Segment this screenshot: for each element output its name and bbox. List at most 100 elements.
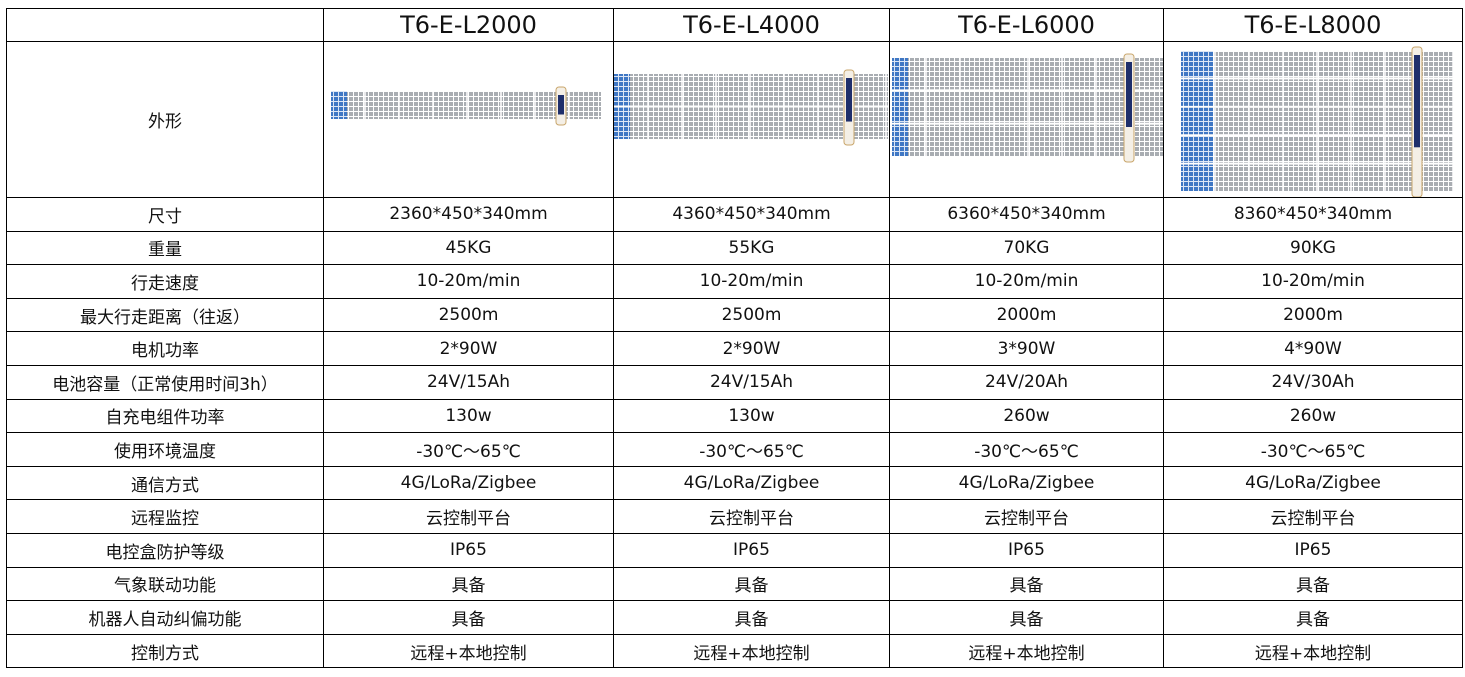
row-label: 最大行走距离（往返） bbox=[6, 297, 324, 333]
spec-row: 重量 45KG 55KG 70KG 90KG bbox=[6, 230, 1463, 266]
spec-row: 电机功率 2*90W 2*90W 3*90W 4*90W bbox=[6, 331, 1463, 366]
spec-value: 具备 bbox=[613, 566, 890, 602]
spec-value: 70KG bbox=[889, 230, 1164, 266]
spec-value: 云控制平台 bbox=[1163, 499, 1463, 534]
row-label: 外形 bbox=[6, 41, 324, 198]
row-label: 自充电组件功率 bbox=[6, 398, 324, 434]
model-header: T6-E-L2000 bbox=[323, 8, 614, 42]
spec-row: 控制方式 远程+本地控制 远程+本地控制 远程+本地控制 远程+本地控制 bbox=[6, 633, 1463, 669]
spec-row: 电控盒防护等级 IP65 IP65 IP65 IP65 bbox=[6, 532, 1463, 568]
spec-table: T6-E-L2000 T6-E-L4000 T6-E-L6000 T6-E-L8000… bbox=[6, 8, 1463, 669]
spec-value: 具备 bbox=[323, 600, 614, 635]
spec-row: 气象联动功能 具备 具备 具备 具备 bbox=[6, 566, 1463, 602]
spec-value: 2000m bbox=[889, 297, 1164, 333]
product-image-cell bbox=[323, 41, 614, 198]
spec-value: 4G/LoRa/Zigbee bbox=[1163, 465, 1463, 501]
spec-value: 260w bbox=[889, 398, 1164, 434]
spec-value: 10-20m/min bbox=[889, 264, 1164, 299]
spec-value: 10-20m/min bbox=[1163, 264, 1463, 299]
spec-value: -30℃～65℃ bbox=[323, 432, 614, 467]
product-image bbox=[1181, 46, 1454, 197]
spec-value: 云控制平台 bbox=[889, 499, 1164, 534]
row-label: 气象联动功能 bbox=[6, 566, 324, 602]
spec-row: 使用环境温度 -30℃～65℃ -30℃～65℃ -30℃～65℃ -30℃～65℃ bbox=[6, 432, 1463, 467]
spec-value: 云控制平台 bbox=[323, 499, 614, 534]
spec-value: 10-20m/min bbox=[613, 264, 890, 299]
spec-value: 2000m bbox=[1163, 297, 1463, 333]
spec-value: 130w bbox=[323, 398, 614, 434]
spec-value: IP65 bbox=[889, 532, 1164, 568]
spec-row: 远程监控 云控制平台 云控制平台 云控制平台 云控制平台 bbox=[6, 499, 1463, 534]
product-image-cell bbox=[613, 41, 890, 198]
model-header: T6-E-L8000 bbox=[1163, 8, 1463, 42]
spec-value: IP65 bbox=[323, 532, 614, 568]
model-header: T6-E-L6000 bbox=[889, 8, 1164, 42]
spec-value: 24V/15Ah bbox=[323, 364, 614, 400]
product-image bbox=[614, 69, 889, 146]
row-label: 控制方式 bbox=[6, 633, 324, 669]
spec-value: 260w bbox=[1163, 398, 1463, 434]
spec-value: 具备 bbox=[613, 600, 890, 635]
spec-value: 具备 bbox=[1163, 600, 1463, 635]
spec-row: 尺寸 2360*450*340mm 4360*450*340mm 6360*450*3… bbox=[6, 197, 1463, 232]
spec-value: 10-20m/min bbox=[323, 264, 614, 299]
spec-value: 24V/20Ah bbox=[889, 364, 1164, 400]
image-row: 外形 bbox=[6, 41, 1463, 198]
spec-value: -30℃～65℃ bbox=[613, 432, 890, 467]
spec-row: 电池容量（正常使用时间3h） 24V/15Ah 24V/15Ah 24V/20Ah 24… bbox=[6, 364, 1463, 400]
spec-value: 具备 bbox=[1163, 566, 1463, 602]
spec-value: 55KG bbox=[613, 230, 890, 266]
spec-value: 2500m bbox=[323, 297, 614, 333]
spec-value: 云控制平台 bbox=[613, 499, 890, 534]
spec-value: 2*90W bbox=[613, 331, 890, 366]
spec-row: 最大行走距离（往返） 2500m 2500m 2000m 2000m bbox=[6, 297, 1463, 333]
spec-value: -30℃～65℃ bbox=[889, 432, 1164, 467]
row-label: 使用环境温度 bbox=[6, 432, 324, 467]
spec-value: -30℃～65℃ bbox=[1163, 432, 1463, 467]
spec-value: 具备 bbox=[889, 566, 1164, 602]
spec-value: 6360*450*340mm bbox=[889, 197, 1164, 232]
product-image bbox=[331, 86, 601, 126]
row-label: 电机功率 bbox=[6, 331, 324, 366]
spec-value: 4G/LoRa/Zigbee bbox=[323, 465, 614, 501]
spec-value: IP65 bbox=[1163, 532, 1463, 568]
row-label: 通信方式 bbox=[6, 465, 324, 501]
spec-value: 具备 bbox=[889, 600, 1164, 635]
spec-value: 3*90W bbox=[889, 331, 1164, 366]
spec-value: 2360*450*340mm bbox=[323, 197, 614, 232]
product-image-cell bbox=[1163, 41, 1463, 198]
row-label: 电控盒防护等级 bbox=[6, 532, 324, 568]
spec-value: 远程+本地控制 bbox=[1163, 633, 1463, 669]
spec-value: 4*90W bbox=[1163, 331, 1463, 366]
spec-value: 45KG bbox=[323, 230, 614, 266]
spec-row: 通信方式 4G/LoRa/Zigbee 4G/LoRa/Zigbee 4G/LoRa/… bbox=[6, 465, 1463, 501]
model-header: T6-E-L4000 bbox=[613, 8, 890, 42]
row-label: 机器人自动纠偏功能 bbox=[6, 600, 324, 635]
spec-value: 远程+本地控制 bbox=[613, 633, 890, 669]
spec-value: 2500m bbox=[613, 297, 890, 333]
product-image-cell bbox=[889, 41, 1164, 198]
spec-row: 行走速度 10-20m/min 10-20m/min 10-20m/min 10-20m… bbox=[6, 264, 1463, 299]
spec-value: 8360*450*340mm bbox=[1163, 197, 1463, 232]
spec-value: 130w bbox=[613, 398, 890, 434]
spec-value: 4360*450*340mm bbox=[613, 197, 890, 232]
row-label: 电池容量（正常使用时间3h） bbox=[6, 364, 324, 400]
spec-value: 4G/LoRa/Zigbee bbox=[889, 465, 1164, 501]
spec-row: 机器人自动纠偏功能 具备 具备 具备 具备 bbox=[6, 600, 1463, 635]
spec-value: 2*90W bbox=[323, 331, 614, 366]
row-label: 重量 bbox=[6, 230, 324, 266]
spec-value: IP65 bbox=[613, 532, 890, 568]
row-label: 行走速度 bbox=[6, 264, 324, 299]
spec-value: 远程+本地控制 bbox=[323, 633, 614, 669]
spec-row: 自充电组件功率 130w 130w 260w 260w bbox=[6, 398, 1463, 434]
header-row: T6-E-L2000 T6-E-L4000 T6-E-L6000 T6-E-L8000 bbox=[6, 8, 1463, 42]
product-image bbox=[892, 53, 1163, 163]
spec-value: 24V/15Ah bbox=[613, 364, 890, 400]
row-label: 尺寸 bbox=[6, 197, 324, 232]
spec-value: 4G/LoRa/Zigbee bbox=[613, 465, 890, 501]
spec-value: 具备 bbox=[323, 566, 614, 602]
spec-value: 24V/30Ah bbox=[1163, 364, 1463, 400]
corner-cell bbox=[6, 8, 324, 42]
row-label: 远程监控 bbox=[6, 499, 324, 534]
spec-value: 远程+本地控制 bbox=[889, 633, 1164, 669]
